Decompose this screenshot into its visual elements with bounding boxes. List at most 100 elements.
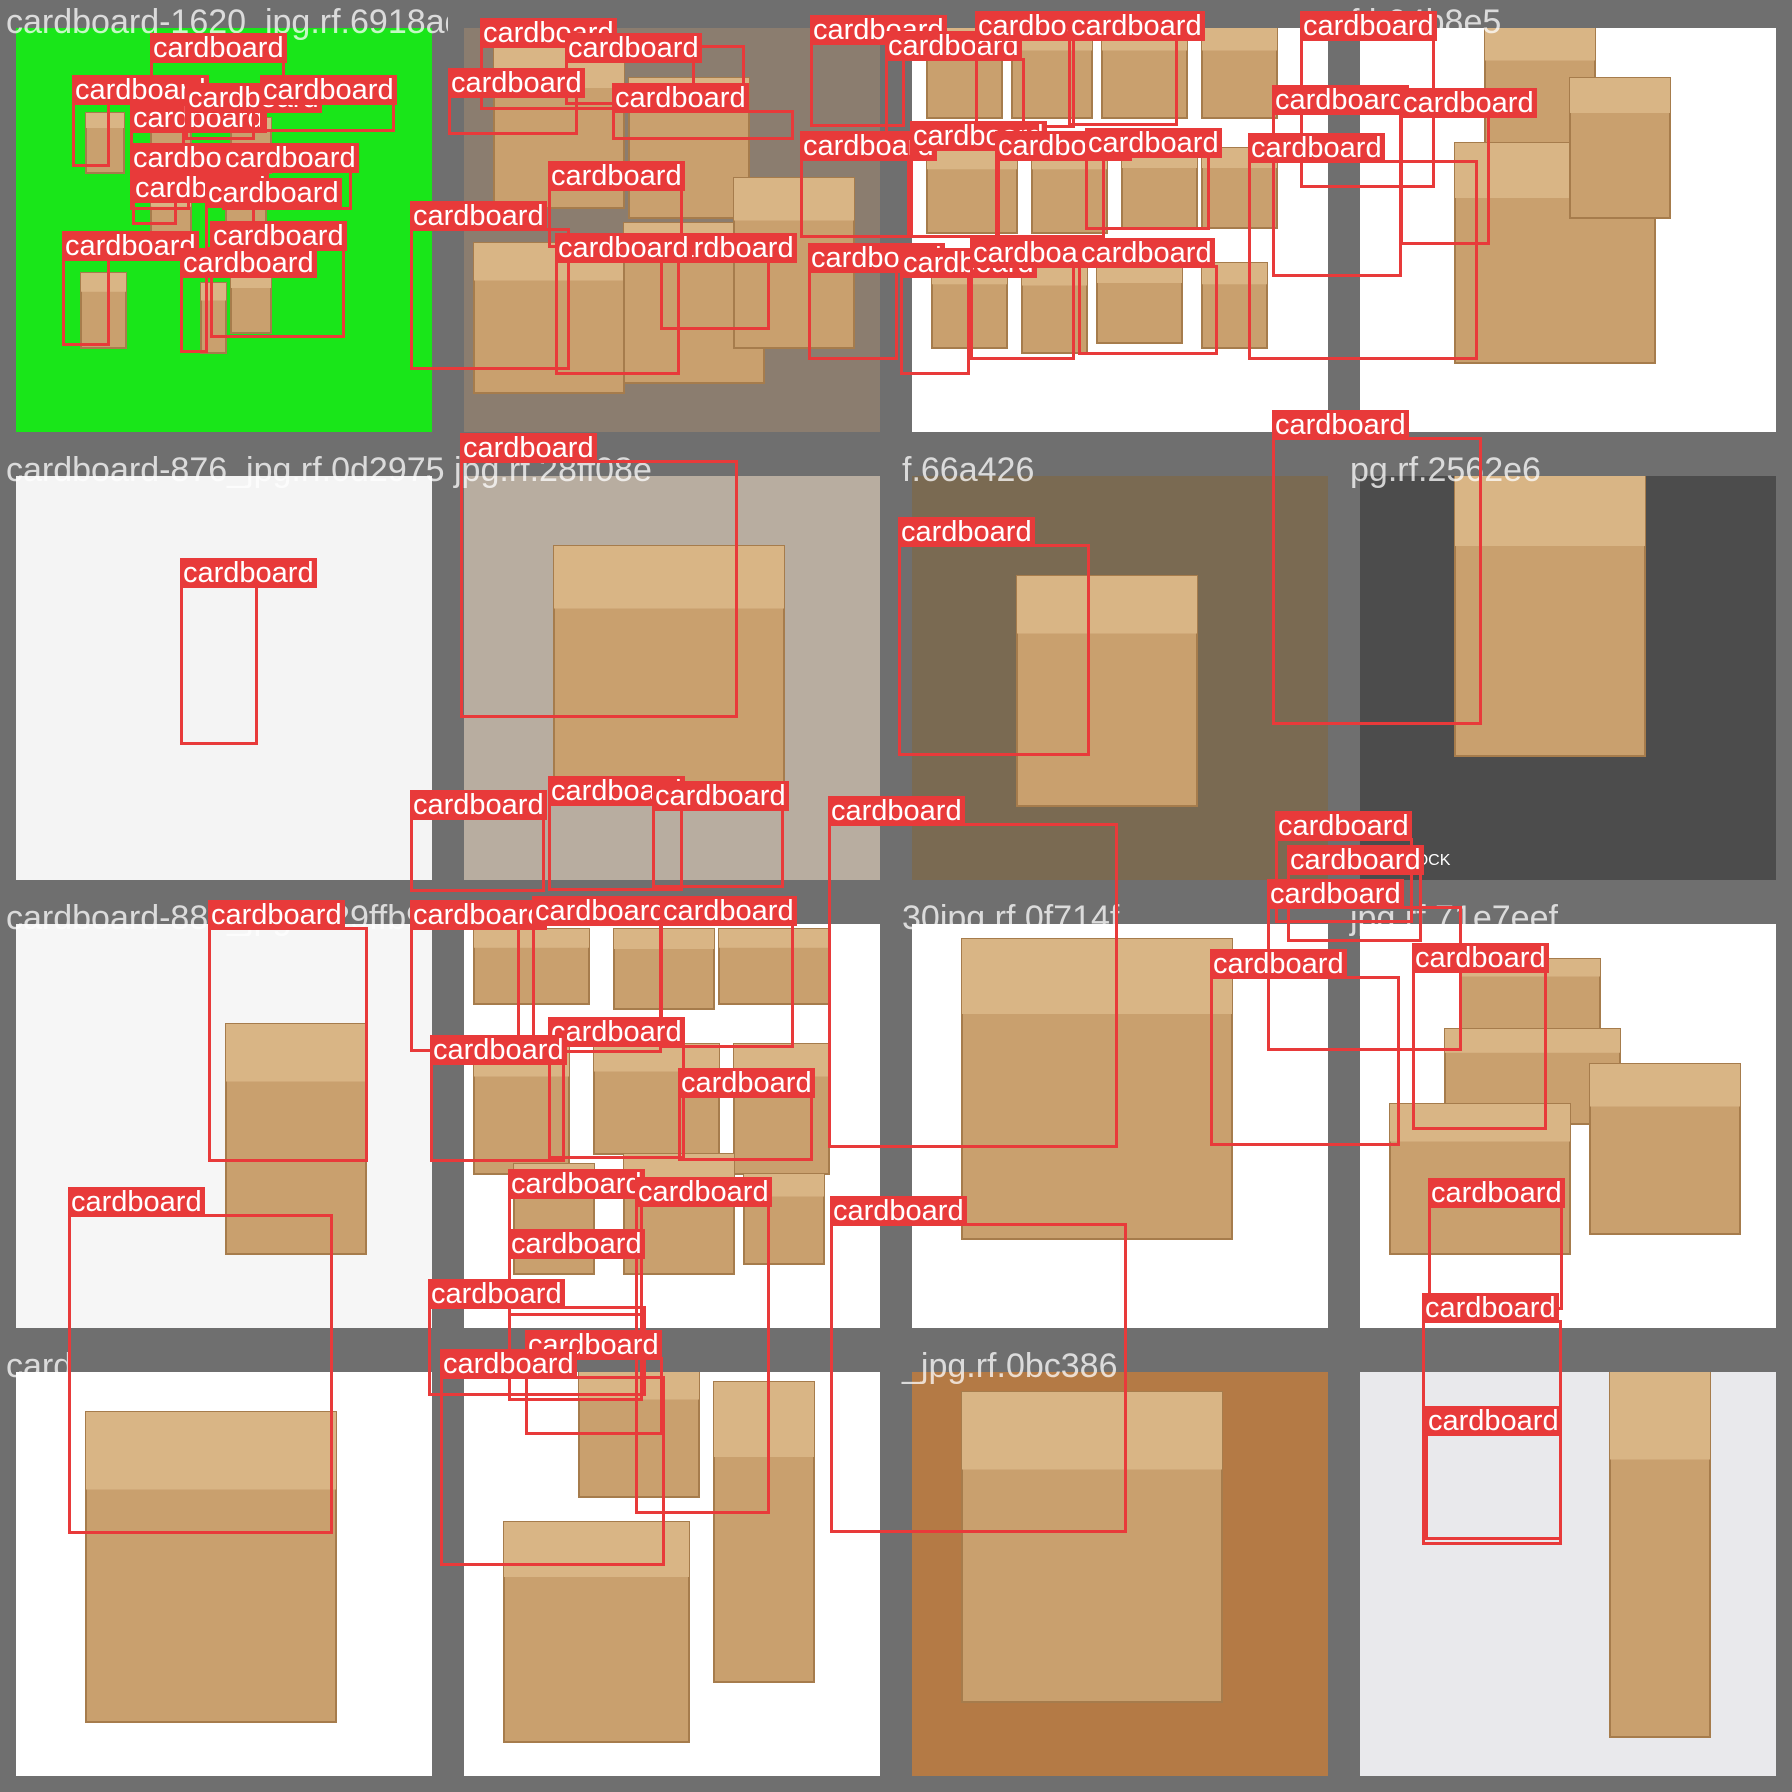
detection-box: cardboard — [205, 178, 342, 250]
detection-label: cardboard — [810, 15, 947, 45]
detection-box: cardboard — [180, 558, 317, 745]
detection-label: cardboard — [428, 1279, 565, 1309]
cardboard-box-top-shape — [1445, 1029, 1620, 1053]
detection-box: cardboard — [808, 243, 945, 360]
detection-box: cardboard — [970, 238, 1107, 360]
detection-box: cardboard — [448, 68, 585, 135]
detection-tile: _jpg.rf.0bc386 — [896, 1344, 1344, 1792]
detection-box: cardboard — [1267, 879, 1462, 1051]
detection-label: cardboard — [180, 558, 317, 588]
cardboard-box-top-shape — [1390, 1104, 1570, 1142]
tile-photo — [16, 924, 432, 1328]
cardboard-box-top-shape — [594, 1044, 719, 1072]
detection-label: cardboard — [1085, 128, 1222, 158]
cardboard-box-top-shape — [86, 113, 124, 128]
detection-box: cardboard — [548, 161, 685, 248]
detection-box: cardboard — [555, 233, 692, 375]
photo-illustration — [503, 1372, 815, 1743]
cardboard-box-top-shape — [1022, 263, 1087, 286]
tile-photo — [464, 1372, 880, 1776]
cardboard-box-top-shape — [554, 546, 784, 609]
detection-label: cardboard — [555, 233, 692, 263]
detection-label: cardboard — [565, 33, 702, 63]
cardboard-box-top-shape — [504, 1522, 689, 1577]
detection-label: cardboard — [62, 231, 199, 261]
cardboard-box-top-shape — [1097, 263, 1182, 283]
detection-box: cardboard — [1272, 410, 1482, 725]
detection-label: cardboard — [508, 1229, 645, 1259]
detection-box: cardboard — [548, 1017, 685, 1159]
detection-label: cardboard — [1287, 845, 1424, 875]
cardboard-box-top-shape — [81, 273, 126, 292]
photo-illustration — [1454, 476, 1646, 757]
detection-label: cardboard — [180, 248, 317, 278]
detection-label: cardboard — [150, 33, 287, 63]
detection-label: cardboard — [898, 517, 1035, 547]
detection-box: cardboard — [62, 231, 199, 346]
cardboard-box-top-shape — [962, 1392, 1222, 1470]
tile-photo — [16, 476, 432, 880]
detection-label: cardboard — [1428, 1178, 1565, 1208]
detection-tile: 30jpg.rf.0f714f — [896, 896, 1344, 1344]
detection-label: cardboard — [1275, 811, 1412, 841]
cardboard-box-top-shape — [474, 929, 589, 948]
detection-box: cardboard — [898, 517, 1090, 756]
detection-label: cardboard — [260, 75, 397, 105]
detection-label: cardboard — [678, 1068, 815, 1098]
detection-label: cardboard — [548, 161, 685, 191]
detection-box: cardboard — [910, 121, 1047, 238]
cardboard-box-top-shape — [719, 929, 829, 948]
cardboard-box-top-shape — [1202, 28, 1277, 51]
detection-box: cardboard — [1085, 128, 1222, 230]
detection-label: cardboard — [210, 221, 347, 251]
detection-box: cardboard — [208, 900, 368, 1162]
detection-label: cardboard — [612, 83, 749, 113]
cardboard-box-top-shape — [1570, 78, 1670, 113]
detection-label: cardboard — [1078, 238, 1215, 268]
tile-photo: BIGSTOCK — [1360, 476, 1776, 880]
detection-label: cardboard — [460, 433, 597, 463]
detection-box: cardboard — [185, 83, 322, 140]
detection-box: cardboard — [1068, 11, 1205, 126]
detection-label: cardboard — [1422, 1293, 1559, 1323]
detection-label: cardboard — [440, 1349, 577, 1379]
cardboard-box-top-shape — [962, 939, 1232, 1014]
detection-box: cardboard — [1275, 811, 1413, 923]
detection-tile: BIGSTOCKpg.rf.2562e6 — [1344, 448, 1792, 896]
tile-photo — [912, 476, 1328, 880]
detection-box: cardboard — [810, 15, 947, 127]
detection-box: cardboard — [410, 201, 570, 370]
cardboard-box-top-shape — [1485, 28, 1595, 61]
photo-illustration — [1609, 1372, 1711, 1738]
detection-box: cardboard — [72, 75, 209, 167]
detection-box: cardboard — [532, 896, 669, 1053]
photo-illustration — [1016, 575, 1198, 807]
detection-box: cardboard — [635, 1177, 772, 1514]
detection-box: cardboard — [1422, 1293, 1562, 1545]
detection-box: cardboard — [460, 433, 738, 718]
detection-box: cardboard — [1425, 1406, 1562, 1540]
detection-label: cardboard — [548, 1017, 685, 1047]
detection-label: cardboard — [1068, 11, 1205, 41]
cardboard-box-top-shape — [734, 178, 854, 221]
detection-box: cardboard — [975, 11, 1112, 128]
photo-illustration — [85, 1411, 337, 1723]
detection-tile: jpg.rf.28ff08e — [448, 448, 896, 896]
detection-label: cardboard — [828, 796, 965, 826]
detection-tile — [448, 1344, 896, 1792]
detection-label: cardboard — [635, 1177, 772, 1207]
tile-photo — [912, 1372, 1328, 1776]
detection-label: cardboard — [1210, 949, 1347, 979]
detection-box: cardboard — [260, 75, 397, 132]
tile-photo — [1360, 1372, 1776, 1776]
detection-box: cardboard — [800, 131, 937, 238]
detection-label: cardboard — [222, 143, 359, 173]
detection-box: cardboard — [430, 1035, 567, 1162]
detection-box: cardboard — [1248, 133, 1478, 360]
detection-label: cardboard — [1412, 943, 1549, 973]
detection-label: cardboard — [1272, 85, 1409, 115]
tile-photo — [912, 924, 1328, 1328]
detection-label: cardboard — [532, 896, 669, 926]
detection-box: cardboard — [900, 248, 1037, 375]
